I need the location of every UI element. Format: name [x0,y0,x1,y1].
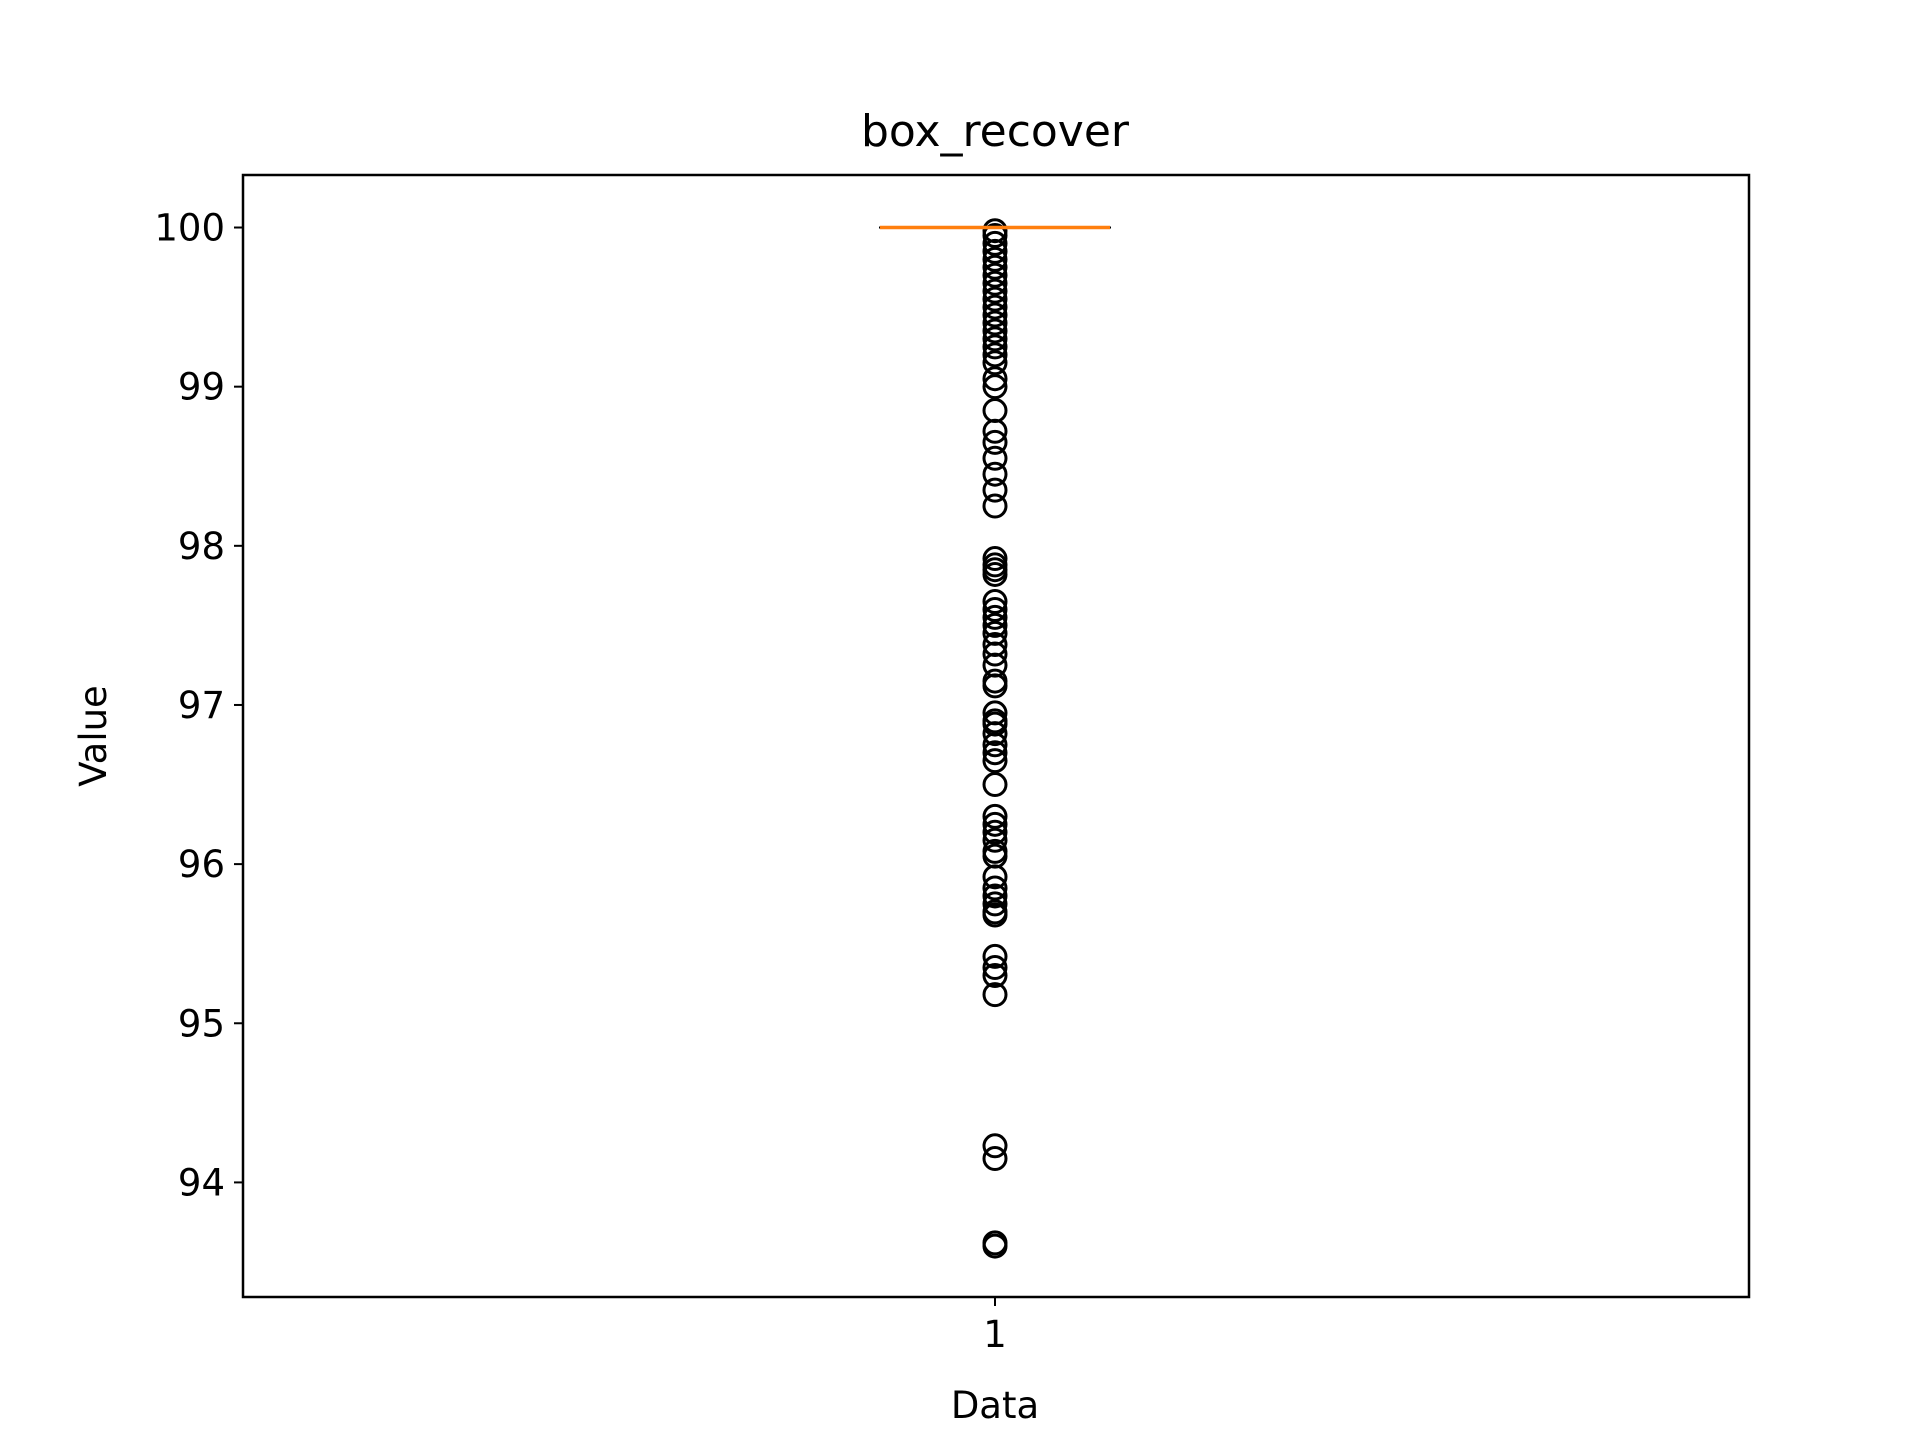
outlier-point [982,811,1008,837]
outlier-point [982,641,1008,667]
y-tick-label: 95 [178,1002,225,1045]
outlier-point [982,902,1008,928]
x-axis: 1 [983,1297,1007,1356]
plot-area [879,218,1111,1259]
outlier-point [982,294,1008,320]
y-axis: 94 95 96 97 98 99 100 [154,207,243,1204]
y-axis-label: Value [72,685,115,787]
outlier-point [982,673,1008,699]
y-tick-label: 94 [178,1161,225,1204]
outlier-point [982,827,1008,853]
outlier-point [982,238,1008,264]
outlier-point [982,721,1008,747]
y-tick-label: 98 [178,525,225,568]
x-tick-label: 1 [983,1313,1007,1356]
outlier-point [982,418,1008,444]
outlier-point [982,318,1008,344]
outlier-point [982,561,1008,587]
outlier-point [982,230,1008,256]
outlier-point [982,366,1008,392]
chart-title: box_recover [861,106,1130,157]
y-tick-label: 100 [154,207,225,250]
outlier-point [982,461,1008,487]
outlier-point [982,1146,1008,1172]
y-tick-label: 97 [178,684,225,727]
outlier-point [982,374,1008,400]
outlier-point [982,963,1008,989]
x-axis-label: Data [951,1384,1039,1427]
outlier-point [982,819,1008,845]
outlier-point [982,604,1008,630]
outlier-point [982,302,1008,328]
outlier-point [982,740,1008,766]
outlier-point [982,429,1008,455]
outlier-point [982,612,1008,638]
outlier-point [982,342,1008,368]
outlier-point [982,326,1008,352]
y-tick-label: 96 [178,843,225,886]
outlier-point [982,334,1008,360]
outlier-point [982,350,1008,376]
outlier-point [982,262,1008,288]
outlier-point [982,875,1008,901]
outlier-point [982,477,1008,503]
outlier-point [982,546,1008,572]
outlier-point [982,883,1008,909]
outlier-point [982,772,1008,798]
outlier-point [982,864,1008,890]
outlier-point [982,222,1008,248]
outlier-point [982,748,1008,774]
outlier-point [982,445,1008,471]
outlier-point [982,1133,1008,1159]
outlier-point [982,398,1008,424]
outlier-point [982,270,1008,296]
outlier-point [982,803,1008,829]
outlier-point [982,286,1008,312]
outlier-point [982,278,1008,304]
outlier-point [982,246,1008,272]
outlier-point [982,254,1008,280]
outlier-point [982,310,1008,336]
outlier-point [982,1233,1008,1259]
outlier-point [982,493,1008,519]
outlier-point [982,982,1008,1008]
outlier-point [982,596,1008,622]
outlier-point [982,955,1008,981]
y-tick-label: 99 [178,366,225,409]
outlier-point [982,589,1008,615]
outlier-point [982,943,1008,969]
outlier-point [982,891,1008,917]
outlier-point [982,732,1008,758]
